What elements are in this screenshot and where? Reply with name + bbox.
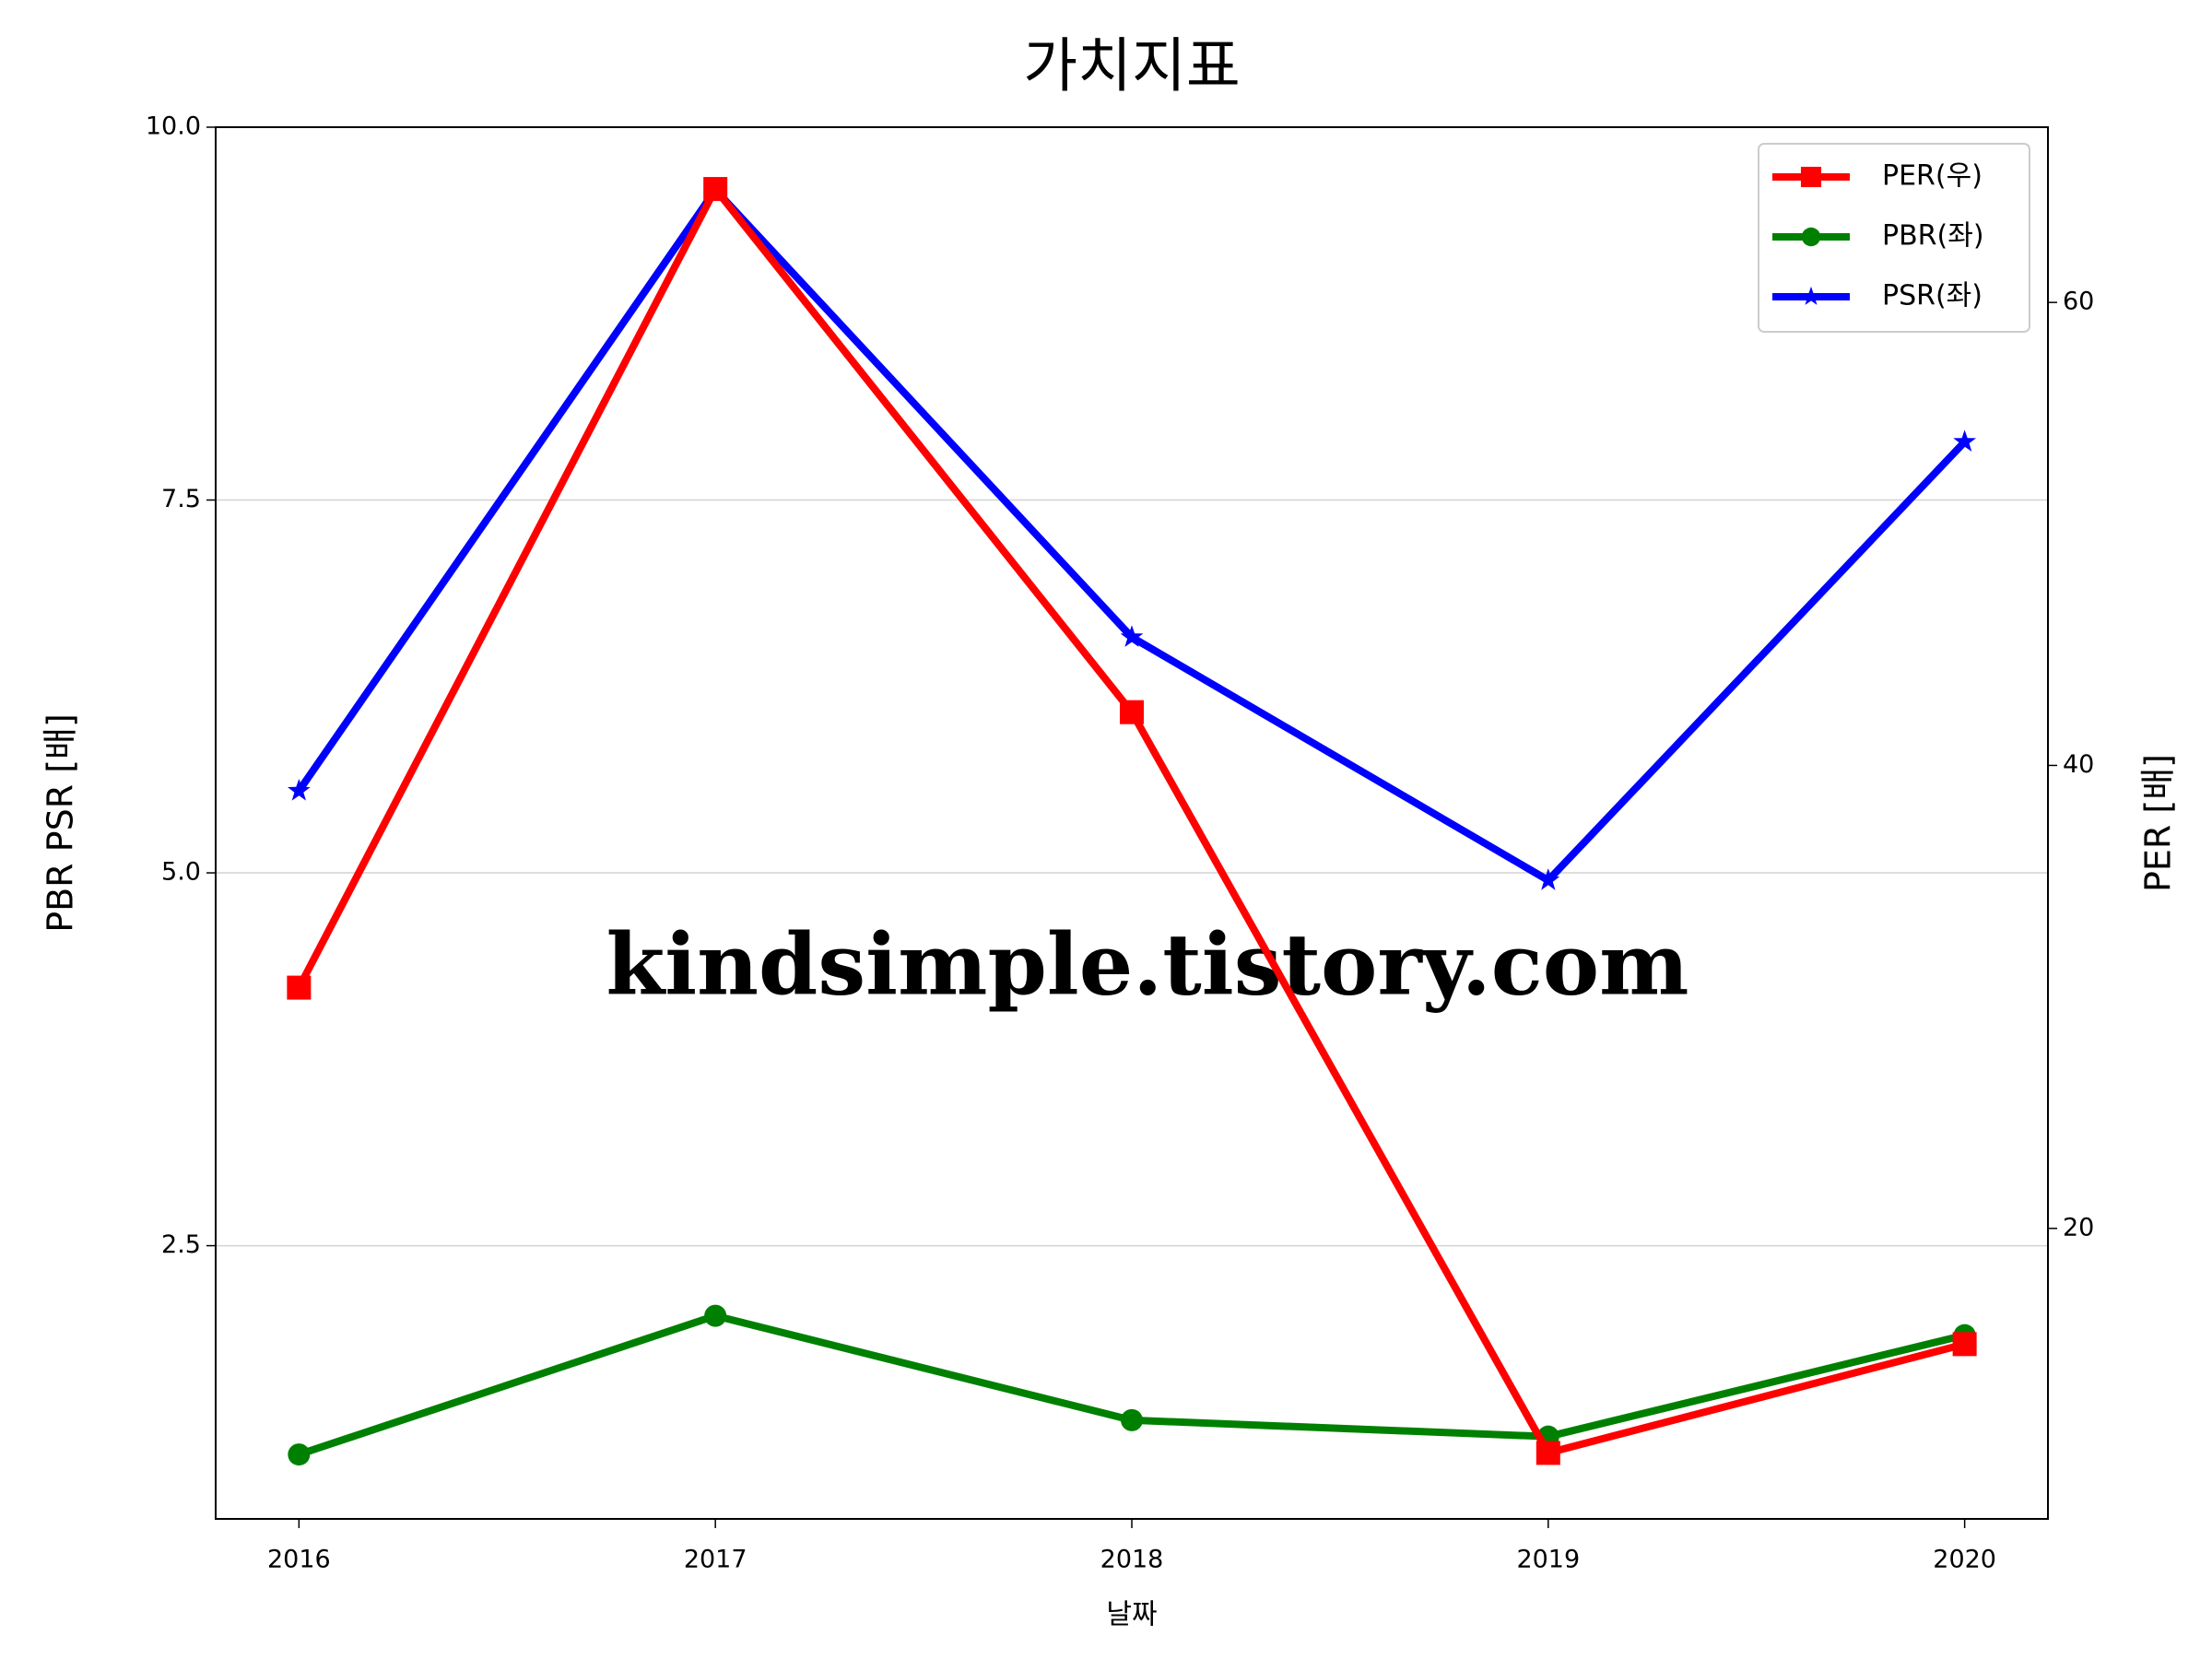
marker [1120, 625, 1144, 647]
marker [704, 1304, 727, 1327]
legend-marker [1801, 227, 1821, 247]
y2-axis-label: PER [배] [2138, 754, 2179, 892]
legend-label: PER(우) [1882, 160, 1983, 193]
marker [703, 177, 728, 202]
y-axis-label: PBR PSR [배] [41, 713, 81, 933]
legend-label: PBR(좌) [1882, 220, 1984, 253]
y2-tick-label: 60 [2063, 288, 2094, 316]
marker [1121, 1408, 1143, 1431]
legend-marker [1800, 166, 1822, 188]
marker [1952, 1332, 1977, 1357]
legend-marker [1801, 286, 1821, 305]
x-tick-label: 2016 [267, 1546, 331, 1574]
marker [1535, 1441, 1560, 1465]
y-tick-label: 10.0 [146, 112, 201, 141]
legend-label: PSR(좌) [1882, 280, 1983, 312]
watermark: kindsimple.tistory.com [606, 915, 1688, 1015]
y-tick-label: 7.5 [161, 485, 201, 513]
y-tick-label: 2.5 [161, 1230, 201, 1259]
plot-frame [215, 126, 2049, 1520]
marker [287, 975, 312, 1000]
x-tick-label: 2018 [1100, 1546, 1164, 1574]
x-axis-label: 날짜 [1106, 1599, 1157, 1631]
x-tick-label: 2019 [1516, 1546, 1580, 1574]
marker [288, 1443, 311, 1466]
marker [1536, 868, 1560, 890]
x-tick-label: 2017 [684, 1546, 747, 1574]
y2-tick-label: 20 [2063, 1213, 2094, 1241]
marker [288, 779, 311, 801]
marker [1120, 700, 1144, 724]
chart-title: 가치지표 [1023, 33, 1241, 101]
x-tick-label: 2020 [1933, 1546, 1996, 1574]
y-tick-label: 5.0 [161, 858, 201, 887]
marker [1953, 429, 1976, 452]
y2-tick-label: 40 [2063, 750, 2094, 779]
legend-box [1758, 143, 2030, 333]
